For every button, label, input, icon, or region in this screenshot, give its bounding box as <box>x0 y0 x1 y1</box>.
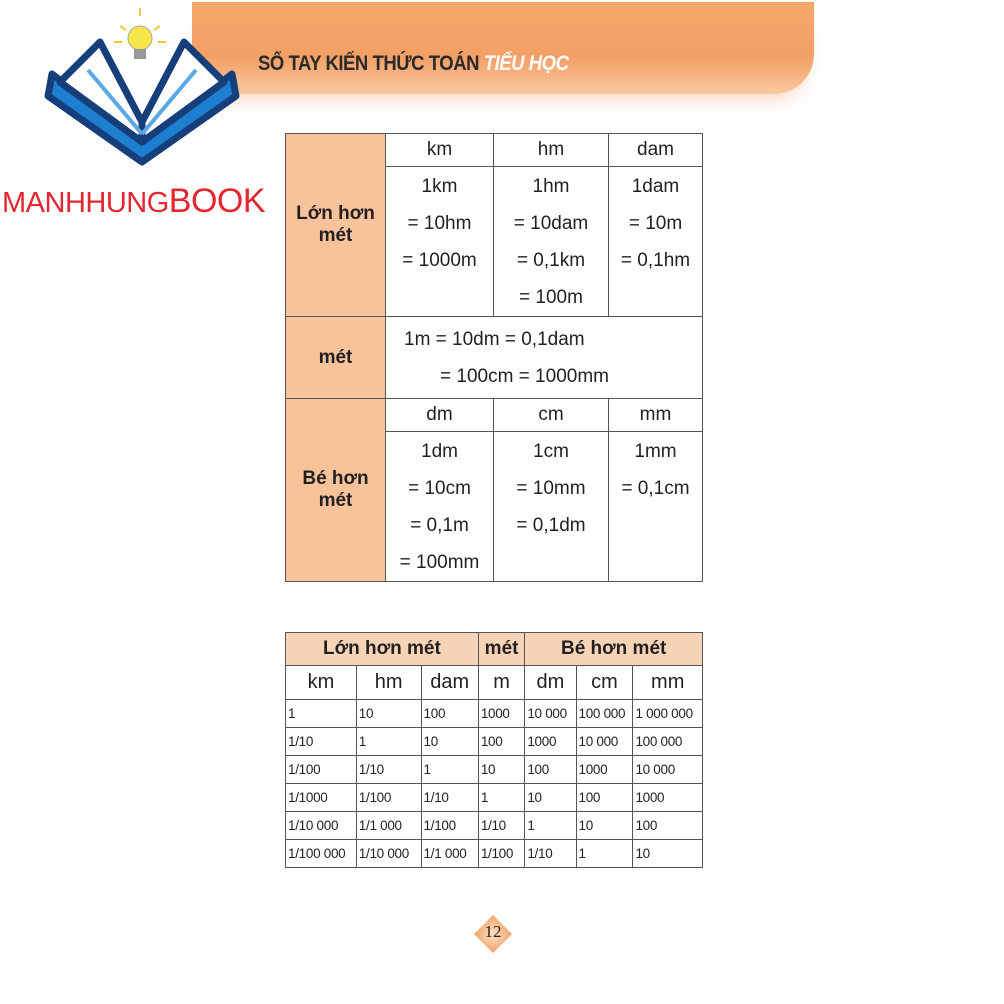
unit-dam: dam <box>608 133 703 167</box>
group-smaller: Bé hơn mét <box>524 632 703 666</box>
table-row: 1 10 100 1000 10 000 100 000 1 000 000 <box>285 699 703 728</box>
table-cell: 1/10 000 <box>285 811 357 840</box>
table-row: 1/100 000 1/10 000 1/1 000 1/100 1/10 1 10 <box>285 839 703 868</box>
table-cell: 100 000 <box>575 699 634 728</box>
table-cell: 1/1 000 <box>355 811 422 840</box>
unit-cm: cm <box>493 398 609 432</box>
book-logo-icon <box>44 8 240 166</box>
table-cell: 1/10 <box>477 811 526 840</box>
table-cell: 10 <box>420 727 479 756</box>
table-cell: 10 <box>524 783 577 812</box>
hm-conversions: 1hm = 10dam = 0,1km = 100m <box>493 166 609 317</box>
table-cell: 1/100 <box>477 839 526 868</box>
dam-conversions: 1dam = 10m = 0,1hm <box>608 166 703 317</box>
page-number: 12 <box>484 922 502 941</box>
meter-label: mét <box>285 316 386 399</box>
table-cell: 1000 <box>632 783 703 812</box>
table-row: 1/10 1 10 100 1000 10 000 100 000 <box>285 727 703 756</box>
unit-conversion-table: Lớn hơn mét km hm dam 1km = 10hm = 1000m 1… <box>285 133 703 582</box>
group-larger: Lớn hơn mét <box>285 632 479 666</box>
table-cell: 1/10 000 <box>355 839 422 868</box>
table-row: 1/100 1/10 1 10 100 1000 10 000 <box>285 755 703 784</box>
brand-name: MANHHUNGBOOK <box>2 182 266 220</box>
table-cell: 10 <box>477 755 526 784</box>
table-cell: 1/10 <box>355 755 422 784</box>
table-cell: 1/1 000 <box>420 839 479 868</box>
book-title: SỔ TAY KIẾN THỨC TOÁN TIỂU HỌC <box>258 52 569 76</box>
table-cell: 1 <box>285 699 357 728</box>
unit-m: m <box>477 665 526 700</box>
table-cell: 1 <box>477 783 526 812</box>
dm-conversions: 1dm = 10cm = 0,1m = 100mm <box>385 431 494 582</box>
unit-cm: cm <box>575 665 634 700</box>
table-cell: 100 <box>524 755 577 784</box>
table-cell: 1/10 <box>285 727 357 756</box>
table-row: 1/10 000 1/1 000 1/100 1/10 1 10 100 <box>285 811 703 840</box>
mm-conversions: 1mm = 0,1cm <box>608 431 703 582</box>
unit-mm: mm <box>608 398 703 432</box>
length-conversion-grid: Lớn hơn mét mét Bé hơn mét km hm dam m dm cm m… <box>285 632 703 868</box>
table-cell: 10 <box>355 699 422 728</box>
title-highlight: TIỂU HỌC <box>483 52 569 75</box>
unit-dm: dm <box>524 665 577 700</box>
table-cell: 1/10 <box>420 783 479 812</box>
unit-header-row: km hm dam m dm cm mm <box>285 665 703 700</box>
table-cell: 1 000 000 <box>632 699 703 728</box>
table-cell: 100 <box>477 727 526 756</box>
table-cell: 100 000 <box>632 727 703 756</box>
table-cell: 1000 <box>477 699 526 728</box>
table-cell: 1/10 <box>524 839 577 868</box>
table-cell: 1 <box>355 727 422 756</box>
table-cell: 1000 <box>575 755 634 784</box>
smaller-than-meter-label: Bé hơn mét <box>285 398 386 582</box>
unit-hm: hm <box>493 133 609 167</box>
meter-conversions: 1m = 10dm = 0,1dam = 100cm = 1000mm <box>385 316 703 399</box>
table-cell: 10 <box>575 811 634 840</box>
table-cell: 1 <box>420 755 479 784</box>
table-cell: 1/100 000 <box>285 839 357 868</box>
table-cell: 1/100 <box>355 783 422 812</box>
larger-than-meter-label: Lớn hơn mét <box>285 133 386 317</box>
table-cell: 1/100 <box>420 811 479 840</box>
table-cell: 10 000 <box>575 727 634 756</box>
table-cell: 10 000 <box>632 755 703 784</box>
table-cell: 1/100 <box>285 755 357 784</box>
table-cell: 100 <box>632 811 703 840</box>
unit-km: km <box>285 665 357 700</box>
table-cell: 1000 <box>524 727 577 756</box>
page-number-badge <box>474 915 512 953</box>
header-banner <box>192 2 814 94</box>
table-cell: 10 <box>632 839 703 868</box>
unit-km: km <box>385 133 494 167</box>
table-cell: 10 000 <box>524 699 577 728</box>
table-cell: 1 <box>524 811 577 840</box>
unit-dam: dam <box>420 665 479 700</box>
km-conversions: 1km = 10hm = 1000m <box>385 166 494 317</box>
unit-dm: dm <box>385 398 494 432</box>
unit-mm: mm <box>632 665 703 700</box>
table-cell: 100 <box>575 783 634 812</box>
title-main: SỔ TAY KIẾN THỨC TOÁN <box>258 52 480 75</box>
unit-hm: hm <box>355 665 422 700</box>
table-row: 1/1000 1/100 1/10 1 10 100 1000 <box>285 783 703 812</box>
table-cell: 1 <box>575 839 634 868</box>
table-cell: 100 <box>420 699 479 728</box>
table-cell: 1/1000 <box>285 783 357 812</box>
group-meter: mét <box>477 632 526 666</box>
cm-conversions: 1cm = 10mm = 0,1dm <box>493 431 609 582</box>
